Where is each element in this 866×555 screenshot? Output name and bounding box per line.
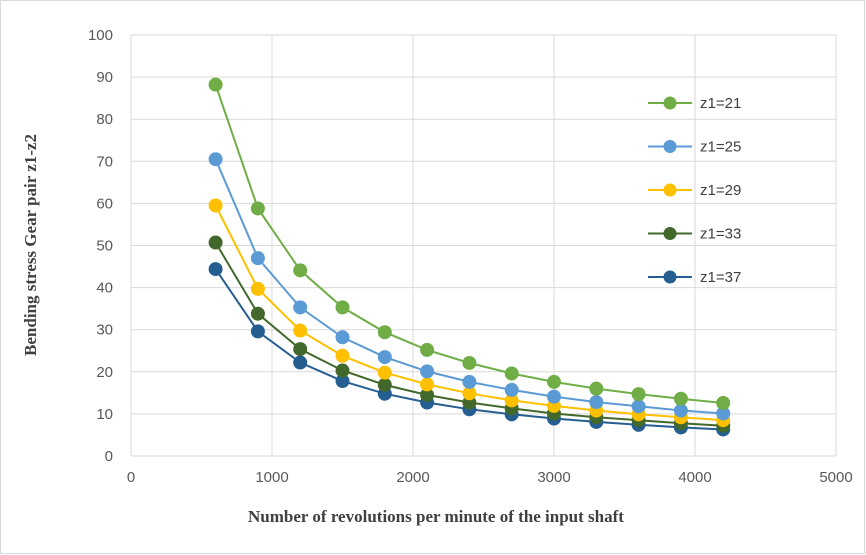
y-tick-label: 90 [96, 69, 113, 86]
data-point [673, 403, 688, 418]
series-z1-25 [208, 152, 731, 421]
data-point [377, 365, 392, 380]
y-tick-label: 70 [96, 153, 113, 170]
x-tick-label: 2000 [396, 469, 429, 486]
data-point [208, 77, 223, 92]
legend-item: z1=21 [648, 95, 741, 112]
x-tick-label: 5000 [819, 469, 852, 486]
legend-item: z1=25 [648, 139, 741, 156]
data-point [589, 381, 604, 396]
legend-item: z1=33 [648, 226, 741, 243]
data-point [293, 323, 308, 338]
data-point [293, 263, 308, 278]
legend-marker [663, 140, 677, 153]
y-tick-label: 40 [96, 280, 113, 297]
data-point [250, 201, 265, 216]
data-point [420, 364, 435, 379]
y-tick-label: 20 [96, 364, 113, 381]
data-point [504, 382, 519, 397]
data-point [547, 389, 561, 404]
legend-marker [663, 183, 677, 197]
data-point [631, 387, 646, 402]
data-point [589, 395, 604, 410]
x-tick-label: 1000 [255, 469, 288, 486]
legend-label: z1=37 [700, 269, 741, 286]
data-point [293, 342, 308, 357]
data-point [250, 324, 265, 339]
legend: z1=21 z1=25 z1=29 z1=33 z1=37 [648, 95, 741, 286]
data-point [335, 363, 350, 378]
x-tick-label: 0 [127, 469, 135, 486]
y-tick-label: 10 [96, 406, 113, 423]
data-point [250, 281, 265, 296]
legend-label: z1=21 [700, 95, 741, 112]
data-point [631, 399, 646, 414]
y-tick-label: 50 [96, 238, 113, 255]
data-point [377, 325, 392, 340]
y-axis-tick-labels: 0 10 20 30 40 50 60 70 80 90 100 [88, 27, 113, 465]
y-tick-label: 80 [96, 111, 113, 128]
x-tick-label: 3000 [537, 469, 570, 486]
legend-label: z1=25 [700, 139, 741, 156]
data-point [208, 152, 223, 167]
data-point [208, 235, 223, 250]
series-z1-33 [208, 235, 731, 433]
x-tick-label: 4000 [678, 469, 711, 486]
x-axis-tick-labels: 0 1000 2000 3000 4000 5000 [127, 469, 853, 486]
data-point [293, 355, 308, 370]
data-point [377, 377, 392, 392]
data-point [208, 198, 223, 213]
y-axis-title: Bending stress Gear pair z1-z2 [21, 134, 40, 356]
legend-label: z1=29 [700, 182, 741, 199]
y-tick-label: 0 [105, 448, 113, 465]
legend-marker [663, 227, 677, 240]
data-point [377, 350, 392, 365]
data-point [420, 342, 435, 357]
data-point [335, 300, 350, 315]
y-tick-label: 30 [96, 322, 113, 339]
legend-label: z1=33 [700, 226, 741, 243]
data-point [673, 391, 688, 406]
data-point [250, 306, 265, 321]
data-point [547, 374, 561, 389]
data-point [250, 251, 265, 266]
series-z1-37 [208, 262, 731, 437]
grid [130, 34, 837, 457]
legend-marker [663, 270, 677, 284]
legend-item: z1=29 [648, 182, 741, 199]
data-point [504, 366, 519, 381]
data-point [716, 395, 731, 410]
legend-marker [663, 96, 677, 110]
data-point [208, 262, 223, 277]
data-point [462, 374, 477, 389]
y-tick-label: 100 [88, 27, 113, 44]
data-point [293, 300, 308, 315]
data-point [420, 377, 435, 392]
data-point [462, 355, 477, 370]
data-point [335, 330, 350, 345]
y-tick-label: 60 [96, 195, 113, 212]
series-z1-21 [208, 77, 731, 410]
series-lines [208, 77, 731, 437]
x-axis-title: Number of revolutions per minute of the … [248, 507, 624, 526]
data-point [335, 348, 350, 363]
legend-item: z1=37 [648, 269, 741, 286]
